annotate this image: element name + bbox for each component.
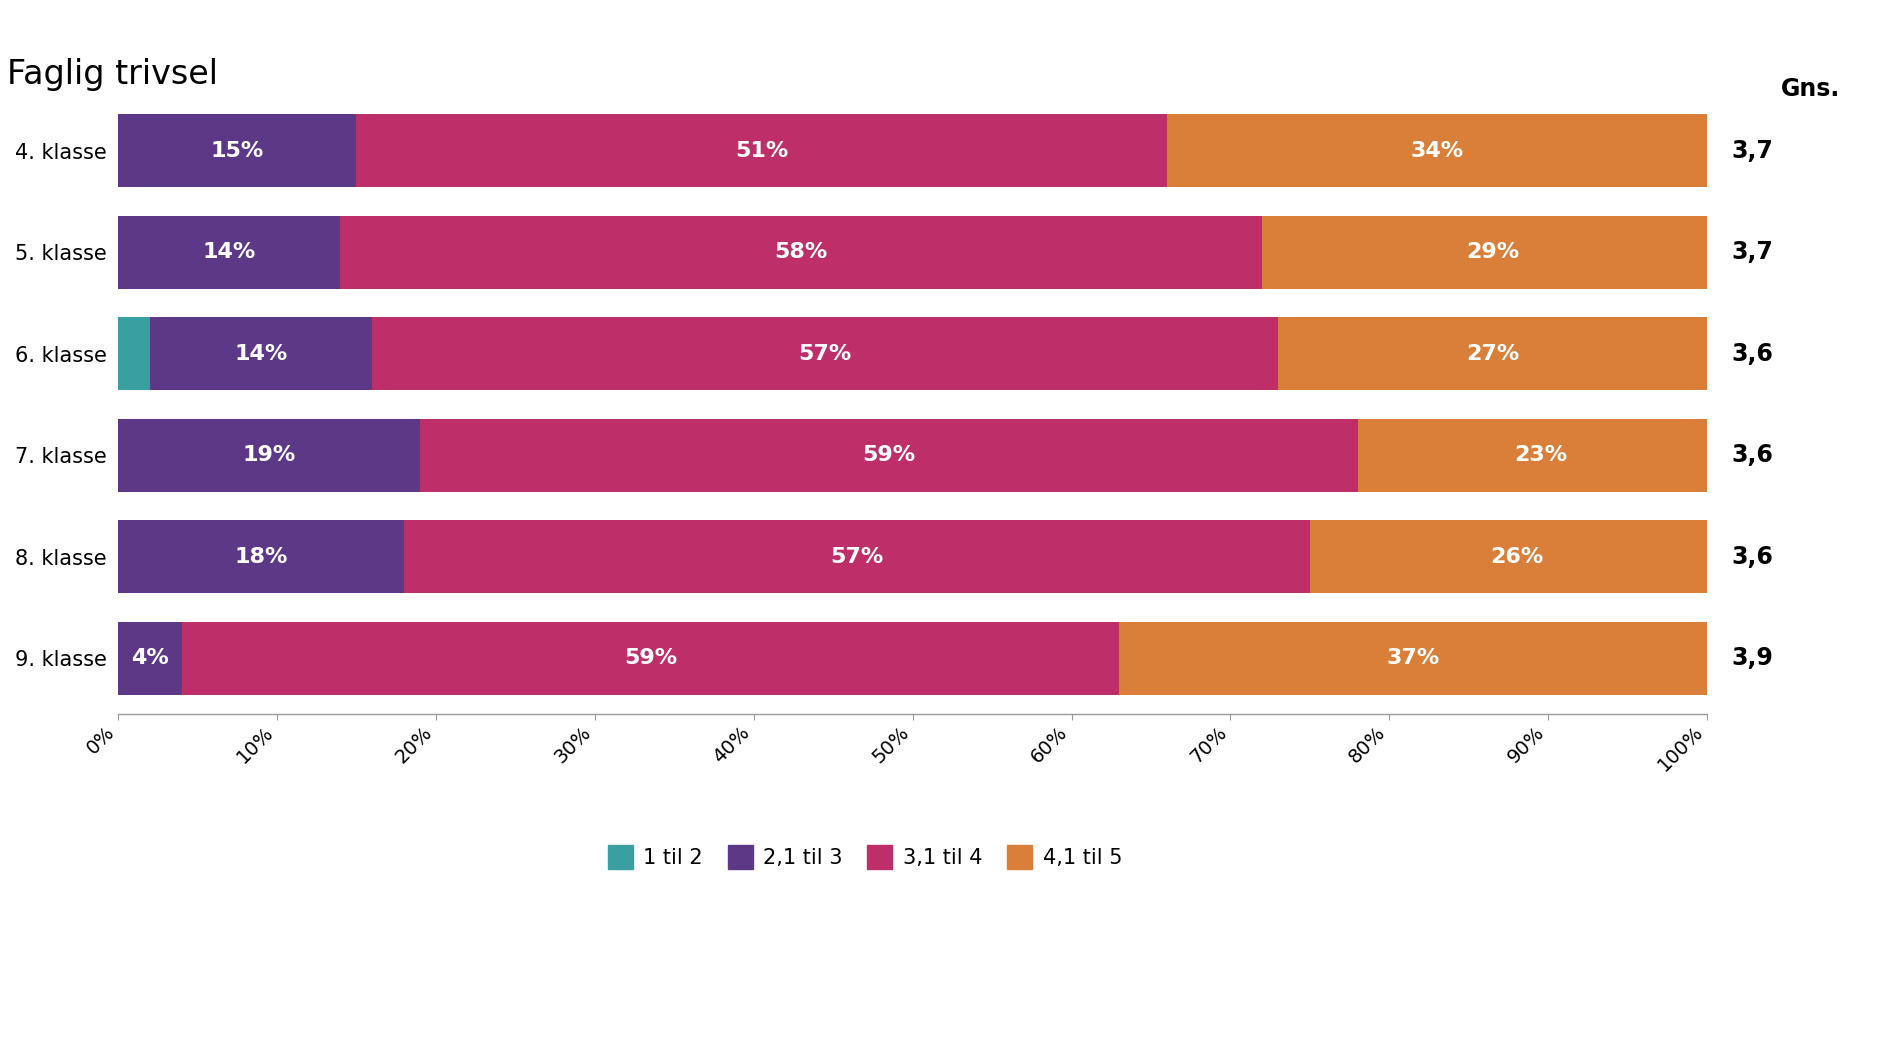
Text: 18%: 18% [234, 547, 287, 567]
Bar [404, 520, 1309, 593]
Bar [181, 622, 1118, 695]
Text: Gns.: Gns. [1779, 78, 1840, 101]
Bar [357, 114, 1166, 187]
Bar [117, 520, 404, 593]
Text: 29%: 29% [1466, 243, 1519, 262]
Text: 3,6: 3,6 [1730, 342, 1772, 365]
Bar [340, 215, 1262, 289]
Text: 3,9: 3,9 [1730, 646, 1772, 670]
Text: 23%: 23% [1513, 445, 1566, 465]
Text: 57%: 57% [829, 547, 884, 567]
Bar [1166, 114, 1706, 187]
Bar [372, 317, 1277, 391]
Bar [117, 114, 357, 187]
Text: 19%: 19% [242, 445, 295, 465]
Bar [419, 419, 1356, 491]
Bar [149, 317, 372, 391]
Text: 14%: 14% [202, 243, 255, 262]
Text: 3,7: 3,7 [1730, 240, 1772, 265]
Bar [117, 317, 149, 391]
Text: 59%: 59% [623, 648, 676, 668]
Text: 57%: 57% [799, 343, 852, 363]
Bar [1277, 317, 1706, 391]
Bar [1118, 622, 1706, 695]
Text: 26%: 26% [1489, 547, 1541, 567]
Bar [1262, 215, 1723, 289]
Text: 14%: 14% [234, 343, 287, 363]
Bar [117, 215, 340, 289]
Bar [1309, 520, 1723, 593]
Bar [117, 419, 419, 491]
Bar [117, 622, 181, 695]
Text: 4%: 4% [130, 648, 168, 668]
Text: 3,7: 3,7 [1730, 139, 1772, 163]
Text: 51%: 51% [735, 141, 788, 161]
Text: 59%: 59% [861, 445, 914, 465]
Text: 27%: 27% [1466, 343, 1519, 363]
Text: 3,6: 3,6 [1730, 545, 1772, 569]
Legend: 1 til 2, 2,1 til 3, 3,1 til 4, 4,1 til 5: 1 til 2, 2,1 til 3, 3,1 til 4, 4,1 til 5 [599, 836, 1130, 877]
Text: 37%: 37% [1387, 648, 1439, 668]
Text: Faglig trivsel: Faglig trivsel [8, 58, 217, 91]
Bar [1356, 419, 1723, 491]
Text: 58%: 58% [774, 243, 827, 262]
Text: 15%: 15% [210, 141, 264, 161]
Text: 34%: 34% [1409, 141, 1462, 161]
Text: 3,6: 3,6 [1730, 443, 1772, 467]
